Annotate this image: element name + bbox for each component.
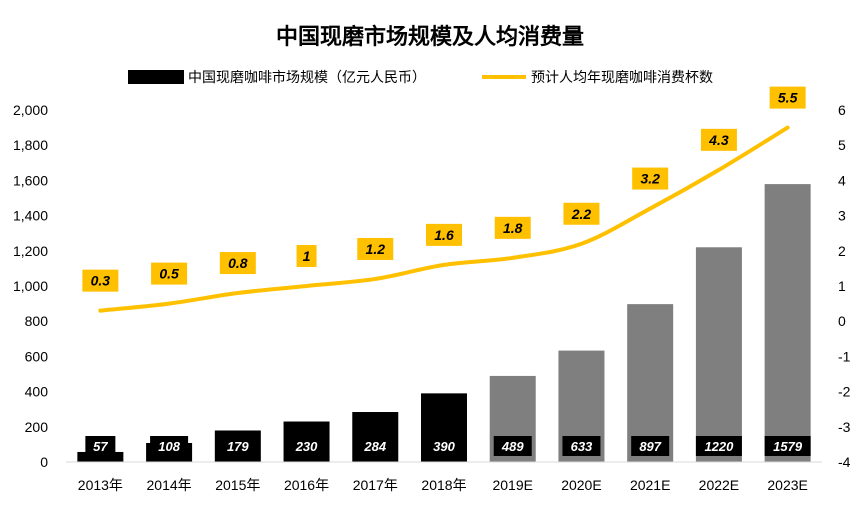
- bar-label-box: [425, 436, 463, 456]
- bar-value-label: 108: [158, 439, 180, 454]
- right-axis: -4 -3 -2 -1 0 1 2 3 4 5 6: [838, 102, 851, 470]
- legend: 中国现磨咖啡市场规模（亿元人民币） 预计人均年现磨咖啡消费杯数: [128, 69, 713, 85]
- line-value-label: 0.5: [159, 266, 179, 282]
- line-value-label: 0.3: [91, 273, 111, 289]
- left-tick-label: 0: [40, 454, 48, 470]
- right-tick-label: 6: [838, 102, 846, 118]
- x-tick-label: 2023E: [767, 477, 807, 493]
- x-tick-label: 2018年: [421, 477, 466, 493]
- bar: [764, 184, 811, 462]
- line-value-label: 4.3: [708, 132, 729, 148]
- x-tick-label: 2022E: [699, 477, 739, 493]
- line-labels: 0.3 0.5 0.8 1 1.2 1.6 1.8 2.2 3.2 4.3 5.5: [82, 86, 806, 292]
- line-label-box: [494, 216, 531, 239]
- bar: [695, 247, 742, 462]
- line-value-label: 1.6: [434, 227, 454, 243]
- x-tick-label: 2017年: [353, 477, 398, 493]
- x-tick-label: 2020E: [561, 477, 601, 493]
- right-tick-label: -2: [838, 384, 851, 400]
- line-label-box: [296, 245, 317, 267]
- bar-label-box: [287, 436, 326, 456]
- bar-value-label: 897: [639, 439, 661, 454]
- chart-title: 中国现磨市场规模及人均消费量: [276, 24, 584, 49]
- left-tick-label: 1,400: [13, 208, 48, 224]
- line-value-label: 1.2: [366, 241, 386, 257]
- bar-label-box: [764, 436, 811, 456]
- line-value-label: 1: [303, 248, 311, 264]
- x-tick-label: 2019E: [492, 477, 532, 493]
- bar-label-box: [356, 436, 395, 456]
- right-tick-label: 2: [838, 243, 846, 259]
- x-tick-label: 2014年: [147, 477, 192, 493]
- x-tick-label: 2016年: [284, 477, 329, 493]
- bar-label-box: [631, 436, 670, 456]
- right-tick-label: -3: [838, 419, 851, 435]
- left-tick-label: 1,200: [13, 243, 48, 259]
- line-label-box: [632, 167, 669, 190]
- line-value-label: 3.2: [640, 171, 660, 187]
- left-tick-label: 400: [25, 384, 49, 400]
- line-value-label: 0.8: [228, 255, 248, 271]
- bar: [77, 451, 124, 462]
- bar-value-label: 57: [93, 439, 108, 454]
- bar-value-label: 179: [227, 439, 249, 454]
- bar-label-box: [493, 436, 532, 456]
- right-tick-label: 3: [838, 208, 846, 224]
- line-label-box: [426, 223, 462, 246]
- left-axis: 0 200 400 600 800 1,000 1,200 1,400 1,600 1,800 2,…: [13, 102, 48, 470]
- bar-value-label: 1220: [704, 439, 734, 454]
- line-value-label: 5.5: [778, 90, 798, 106]
- bar-label-box: [85, 436, 116, 456]
- line-label-box: [769, 86, 806, 109]
- x-axis-ticks: 2013年 2014年 2015年 2016年 2017年 2018年 2019E 2020E…: [78, 477, 808, 493]
- right-tick-label: 4: [838, 172, 846, 188]
- line-label-box: [357, 237, 394, 260]
- right-tick-label: -4: [838, 454, 851, 470]
- line-label-box: [563, 202, 600, 225]
- right-tick-label: 0: [838, 313, 846, 329]
- line-label-box: [82, 269, 119, 292]
- bar-value-label: 284: [363, 439, 386, 454]
- line-label-box: [219, 252, 256, 275]
- bar-value-label: 390: [433, 439, 455, 454]
- line-series: [98, 125, 790, 313]
- legend-line-label: 预计人均年现磨咖啡消费杯数: [531, 69, 713, 85]
- bar-value-label: 230: [295, 439, 318, 454]
- bar-value-label: 633: [571, 439, 593, 454]
- x-tick-label: 2013年: [78, 477, 123, 493]
- line-path: [98, 125, 790, 313]
- left-tick-label: 800: [25, 313, 49, 329]
- left-tick-label: 1,000: [13, 278, 48, 294]
- line-value-label: 2.2: [571, 206, 592, 222]
- left-tick-label: 1,800: [13, 137, 48, 153]
- bar-label-box: [150, 436, 189, 456]
- bar-label-box: [695, 436, 742, 456]
- bar-value-label: 489: [501, 439, 524, 454]
- legend-bar-label: 中国现磨咖啡市场规模（亿元人民币）: [188, 69, 426, 85]
- legend-bar-swatch: [128, 70, 184, 84]
- right-tick-label: 1: [838, 278, 846, 294]
- bar-labels: 57 108 179 230 284 390 489 633 897 1220 1579: [85, 436, 811, 456]
- right-tick-label: -1: [838, 348, 851, 364]
- x-tick-label: 2021E: [630, 477, 670, 493]
- bar-value-label: 1579: [773, 439, 803, 454]
- left-tick-label: 2,000: [13, 102, 48, 118]
- line-label-box: [151, 262, 188, 285]
- right-tick-label: 5: [838, 137, 846, 153]
- bar: [627, 304, 674, 462]
- left-tick-label: 600: [25, 348, 49, 364]
- line-label-box: [700, 128, 737, 151]
- line-value-label: 1.8: [503, 220, 523, 236]
- bar-label-box: [562, 436, 601, 456]
- x-tick-label: 2015年: [215, 477, 260, 493]
- bar-label-box: [218, 436, 257, 456]
- left-tick-label: 200: [25, 419, 49, 435]
- left-tick-label: 1,600: [13, 172, 48, 188]
